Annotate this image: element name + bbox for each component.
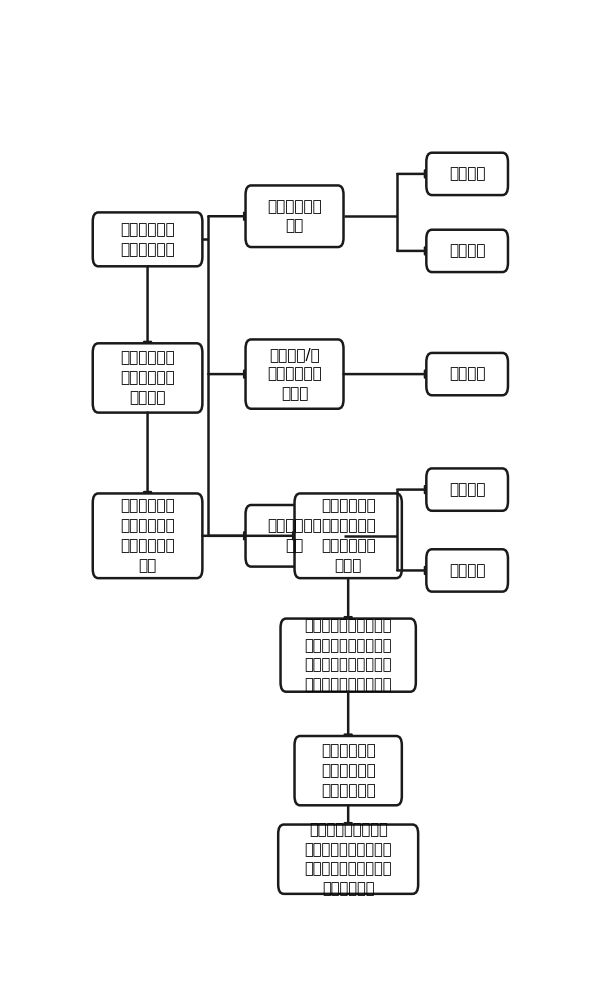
FancyBboxPatch shape: [278, 825, 418, 894]
FancyBboxPatch shape: [426, 468, 508, 511]
Text: 出口阶段: 出口阶段: [449, 563, 485, 578]
Text: 复合材料加工
过程: 复合材料加工 过程: [267, 199, 322, 234]
Text: 加工阶段的制
孔精度等级目
标系数的设定: 加工阶段的制 孔精度等级目 标系数的设定: [321, 743, 376, 798]
FancyBboxPatch shape: [246, 339, 344, 409]
Text: 单孔加工过程
加工阶段划分: 单孔加工过程 加工阶段划分: [120, 222, 175, 257]
FancyBboxPatch shape: [294, 736, 402, 805]
FancyBboxPatch shape: [281, 619, 416, 692]
Text: 复合材料/金
属材料界面加
工过程: 复合材料/金 属材料界面加 工过程: [267, 347, 322, 401]
Text: 金属材料加工
过程: 金属材料加工 过程: [267, 518, 322, 553]
FancyBboxPatch shape: [426, 230, 508, 272]
FancyBboxPatch shape: [93, 212, 202, 266]
Text: 孔径偏差和圆度与螺旋
轨迹特征参数（螺旋线
直径、螺距和螺旋角）
之间拟合关系式的建立: 孔径偏差和圆度与螺旋 轨迹特征参数（螺旋线 直径、螺距和螺旋角） 之间拟合关系式…: [305, 618, 392, 692]
FancyBboxPatch shape: [426, 353, 508, 395]
FancyBboxPatch shape: [294, 493, 402, 578]
FancyBboxPatch shape: [246, 185, 344, 247]
Text: 入口阶段: 入口阶段: [449, 166, 485, 181]
FancyBboxPatch shape: [93, 493, 202, 578]
Text: 多组若干加工
阶段的制孔孔
径测量与数据
处理: 多组若干加工 阶段的制孔孔 径测量与数据 处理: [120, 499, 175, 573]
Text: 叠层材料螺旋
铣制孔变参数
试验设计: 叠层材料螺旋 铣制孔变参数 试验设计: [120, 351, 175, 405]
Text: 界面阶段: 界面阶段: [449, 367, 485, 382]
Text: 稳定阶段: 稳定阶段: [449, 482, 485, 497]
Text: 稳定阶段: 稳定阶段: [449, 243, 485, 258]
FancyBboxPatch shape: [426, 153, 508, 195]
Text: 多组若干加工
阶段的制孔孔
径偏差与圆度
的计算: 多组若干加工 阶段的制孔孔 径偏差与圆度 的计算: [321, 499, 376, 573]
FancyBboxPatch shape: [93, 343, 202, 413]
Text: 以轴向切削力均值最
小，且周向切削力峰值
最小的螺旋状轨迹特征
参数为最优值: 以轴向切削力均值最 小，且周向切削力峰值 最小的螺旋状轨迹特征 参数为最优值: [305, 822, 392, 896]
FancyBboxPatch shape: [426, 549, 508, 592]
FancyBboxPatch shape: [246, 505, 344, 567]
